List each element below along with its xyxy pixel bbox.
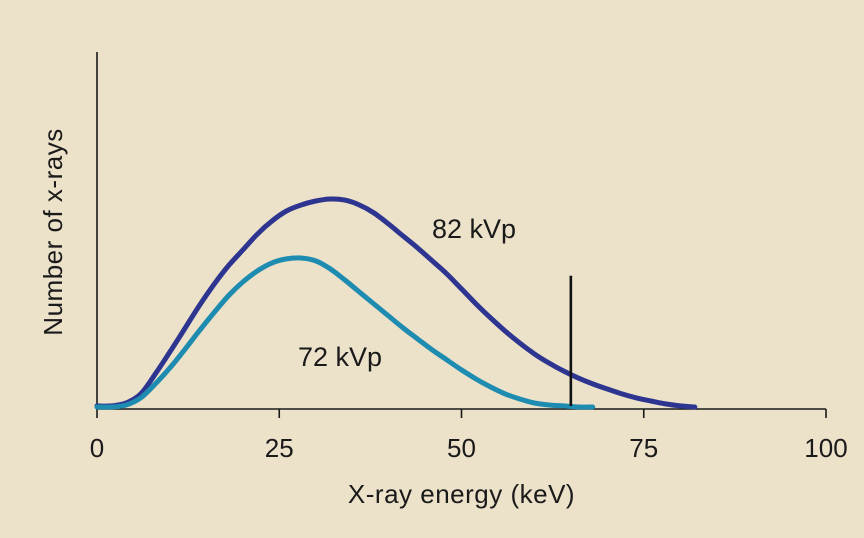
series-label-72-kvp: 72 kVp [298,342,382,372]
curve-82-kvp [94,196,698,410]
x-tick-label: 25 [265,433,294,463]
x-tick-label: 0 [90,433,104,463]
x-tick-label: 50 [447,433,476,463]
series-label-82-kvp: 82 kVp [432,214,516,244]
x-tick-label: 100 [804,433,847,463]
x-axis-title: X-ray energy (keV) [348,479,575,509]
y-axis-title: Number of x-rays [38,128,68,335]
x-tick-label: 75 [629,433,658,463]
curve-72-kvp [94,255,596,410]
